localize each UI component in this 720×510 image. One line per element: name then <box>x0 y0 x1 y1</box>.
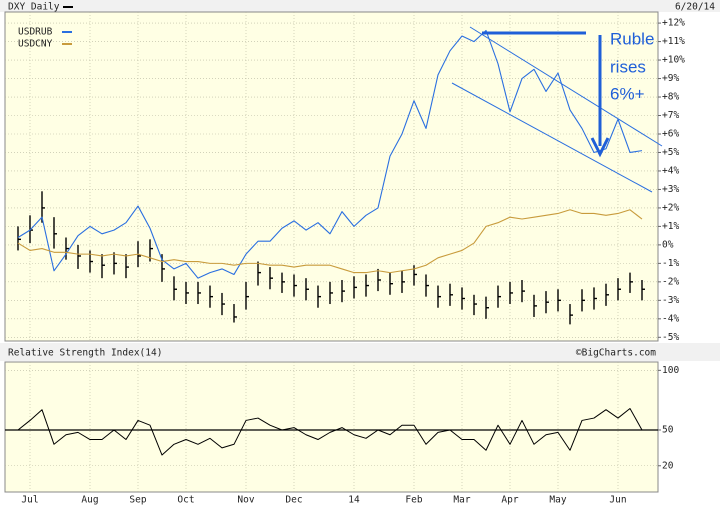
y-tick-label: +5% <box>662 147 679 158</box>
y-tick-label: -3% <box>662 295 679 306</box>
y-tick-label: +4% <box>662 165 679 176</box>
x-tick-label: Feb <box>405 495 422 506</box>
annotation: Ruble <box>610 29 654 48</box>
y-tick-label: 0% <box>662 239 674 250</box>
y-tick-label: +10% <box>662 55 685 66</box>
y-tick-label: -4% <box>662 313 679 324</box>
y-tick-label: -2% <box>662 276 679 287</box>
y-tick-label: +6% <box>662 128 679 139</box>
x-tick-label: Mar <box>453 495 470 506</box>
chart-date: 6/20/14 <box>675 2 715 13</box>
y-tick-label: 20 <box>662 460 674 471</box>
header-strip <box>0 0 720 12</box>
rsi-title: Relative Strength Index(14) <box>8 348 162 359</box>
x-tick-label: May <box>549 495 566 506</box>
y-tick-label: 50 <box>662 424 674 435</box>
mark-layer <box>5 29 658 456</box>
y-tick-label: +3% <box>662 184 679 195</box>
annotation-arrowhead <box>590 137 610 158</box>
channel-lower <box>451 82 653 193</box>
y-tick-label: 100 <box>662 365 679 376</box>
divider-strip <box>0 343 720 361</box>
legend-label: USDRUB <box>18 27 53 38</box>
chart-title: DXY Daily <box>8 2 60 13</box>
series-line <box>17 29 643 279</box>
y-tick-label: +1% <box>662 221 679 232</box>
x-tick-label: Jun <box>609 495 626 506</box>
y-tick-label: +2% <box>662 202 679 213</box>
credit: ©BigCharts.com <box>576 348 656 359</box>
y-tick-label: -5% <box>662 332 679 343</box>
x-tick-label: 14 <box>348 495 360 506</box>
y-tick-label: +11% <box>662 36 685 47</box>
x-tick-label: Jul <box>21 495 38 506</box>
legend-label: USDCNY <box>18 39 53 50</box>
rsi-line <box>17 408 643 456</box>
x-tick-label: Dec <box>285 495 302 506</box>
y-tick-label: +8% <box>662 92 679 103</box>
rsi-panel <box>4 361 659 493</box>
x-tick-label: Nov <box>237 495 254 506</box>
x-tick-label: Sep <box>129 495 146 506</box>
y-tick-label: +7% <box>662 110 679 121</box>
annotation: 6%+ <box>610 84 645 103</box>
annotation: rises <box>610 57 646 76</box>
y-tick-label: +12% <box>662 18 685 29</box>
y-tick-label: +9% <box>662 73 679 84</box>
y-tick-label: -1% <box>662 258 679 269</box>
price-panel <box>4 11 659 342</box>
channel-upper <box>469 26 663 147</box>
x-tick-label: Oct <box>177 495 194 506</box>
series-line <box>17 209 643 274</box>
x-tick-label: Aug <box>81 495 98 506</box>
x-tick-label: Apr <box>501 495 518 506</box>
